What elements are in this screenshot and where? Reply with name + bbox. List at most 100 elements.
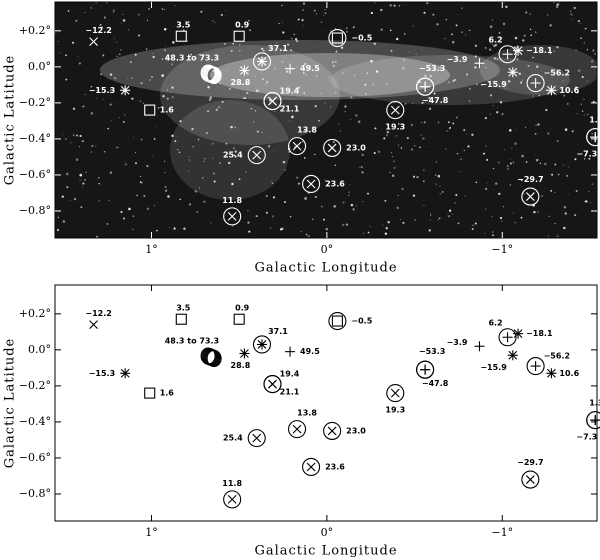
star-dot: [99, 24, 102, 26]
star-dot: [580, 37, 583, 40]
point-marker: [302, 457, 321, 477]
star-dot: [363, 39, 366, 41]
star-dot: [323, 218, 325, 221]
star-dot: [65, 78, 68, 81]
star-dot: [499, 101, 503, 104]
star-dot: [262, 49, 265, 52]
star-dot: [393, 160, 395, 163]
nebula: [330, 55, 570, 105]
star-dot: [218, 106, 221, 109]
star-dot: [341, 223, 345, 227]
star-dot: [225, 10, 227, 12]
star-dot: [527, 64, 530, 67]
star-dot: [297, 86, 301, 89]
ring: [206, 66, 222, 85]
star-dot: [428, 96, 431, 100]
star-dot: [232, 42, 235, 45]
star-dot: [468, 100, 471, 102]
star-dot: [122, 13, 124, 15]
star-dot: [461, 31, 463, 33]
star-dot: [363, 232, 365, 234]
star-dot: [362, 201, 364, 203]
star-dot: [127, 78, 128, 80]
star-dot: [581, 110, 584, 112]
star-dot: [267, 145, 271, 148]
star-dot: [421, 49, 422, 50]
star-dot: [452, 80, 455, 83]
star-dot: [62, 220, 66, 223]
point-marker: [223, 207, 242, 226]
star-dot: [152, 154, 153, 156]
star-dot: [232, 147, 235, 150]
star-dot: [439, 186, 441, 187]
star-dot: [120, 22, 122, 24]
star-dot: [539, 162, 542, 165]
star-dot: [429, 219, 431, 221]
star-dot: [497, 161, 500, 164]
x-stroke: [89, 37, 98, 47]
star-dot: [56, 228, 60, 232]
point-label: 37.1: [268, 327, 288, 336]
star-dot: [151, 76, 153, 78]
point-label: −0.5: [351, 317, 372, 326]
star-dot: [219, 82, 222, 85]
star-dot: [437, 121, 440, 124]
star-dot: [373, 42, 376, 45]
y-tick-label: 0.0°: [28, 343, 51, 356]
star-dot: [171, 134, 174, 138]
point-label: −56.2: [544, 69, 570, 78]
star-dot: [590, 201, 592, 203]
star-dot: [98, 200, 100, 202]
star-dot: [464, 34, 466, 36]
star-dot: [389, 3, 392, 7]
point-marker: [247, 429, 266, 448]
point-label: 6.2: [488, 36, 502, 45]
star-dot: [498, 192, 501, 195]
star-dot: [203, 160, 205, 163]
star-dot: [342, 72, 344, 74]
x-tick-label: −1°: [491, 243, 513, 256]
star-dot: [288, 120, 290, 122]
star-dot: [212, 69, 215, 73]
star-dot: [112, 88, 114, 91]
star-dot: [349, 184, 351, 186]
star-dot: [385, 83, 388, 86]
point-marker: [526, 357, 545, 376]
ring: [328, 28, 347, 48]
star-dot: [398, 5, 401, 7]
star-dot: [296, 66, 298, 68]
star-dot: [305, 233, 308, 236]
star-dot: [546, 14, 549, 16]
point-marker: [586, 411, 600, 430]
square: [233, 313, 245, 325]
star-dot: [452, 122, 455, 125]
star-dot: [268, 45, 271, 48]
star-dot: [535, 31, 537, 33]
star-dot: [503, 149, 505, 151]
star-dot: [324, 9, 326, 11]
star-dot: [124, 163, 128, 166]
star-dot: [428, 107, 432, 111]
star-dot: [297, 182, 301, 185]
star-dot: [286, 43, 290, 47]
star-dot: [423, 121, 426, 124]
star-dot: [484, 46, 487, 49]
star-dot: [102, 54, 105, 57]
star-dot: [75, 158, 79, 161]
star-dot: [471, 133, 474, 136]
star-dot: [322, 30, 324, 32]
star-dot: [350, 96, 353, 99]
point-label: 49.5: [300, 347, 320, 356]
star-dot: [382, 224, 384, 226]
star-dot: [67, 10, 70, 12]
star-dot: [85, 171, 87, 174]
star-dot: [412, 175, 416, 178]
point-marker: [120, 85, 131, 96]
star-dot: [461, 7, 463, 9]
star-dot: [238, 49, 241, 52]
point-marker: [263, 375, 282, 394]
star-dot: [574, 214, 577, 217]
star-dot: [290, 49, 292, 51]
star-dot: [328, 76, 330, 78]
